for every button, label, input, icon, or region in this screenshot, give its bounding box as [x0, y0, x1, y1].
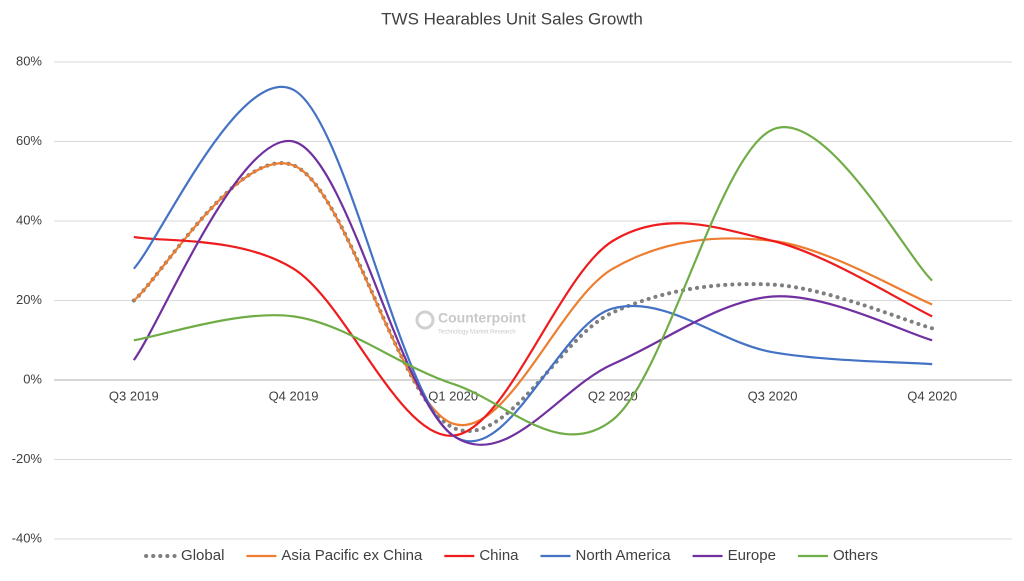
- x-tick-label: Q4 2020: [907, 388, 957, 403]
- y-tick-label: 20%: [16, 292, 42, 307]
- legend-label: Global: [181, 547, 224, 564]
- series-line: [132, 140, 933, 446]
- legend-label: Asia Pacific ex China: [281, 547, 423, 564]
- x-tick-label: Q4 2019: [269, 388, 319, 403]
- y-tick-label: 60%: [16, 133, 42, 148]
- y-tick-label: -20%: [12, 451, 43, 466]
- chart-title: TWS Hearables Unit Sales Growth: [381, 9, 643, 28]
- legend-label: China: [479, 547, 519, 564]
- legend-label: Europe: [728, 547, 776, 564]
- series-line: [133, 85, 933, 443]
- series-line: [133, 222, 933, 437]
- watermark-brand: Counterpoint: [438, 310, 526, 326]
- y-tick-label: 0%: [23, 371, 42, 386]
- legend-label: North America: [576, 547, 672, 564]
- y-tick-label: -40%: [12, 530, 43, 545]
- series-line: [133, 126, 933, 436]
- legend: Global Asia Pacific ex China China North Am…: [144, 547, 878, 564]
- watermark-logo: [415, 310, 435, 330]
- y-tick-label: 40%: [16, 212, 42, 227]
- x-tick-label: Q3 2020: [748, 388, 798, 403]
- watermark-tagline: Technology Market Research: [438, 330, 516, 336]
- series-line: [133, 162, 933, 427]
- y-tick-label: 80%: [16, 53, 42, 68]
- x-tick-label: Q1 2020: [428, 388, 478, 403]
- x-tick-label: Q3 2019: [109, 388, 159, 403]
- legend-label: Others: [833, 547, 878, 564]
- x-tick-label: Q2 2020: [588, 388, 638, 403]
